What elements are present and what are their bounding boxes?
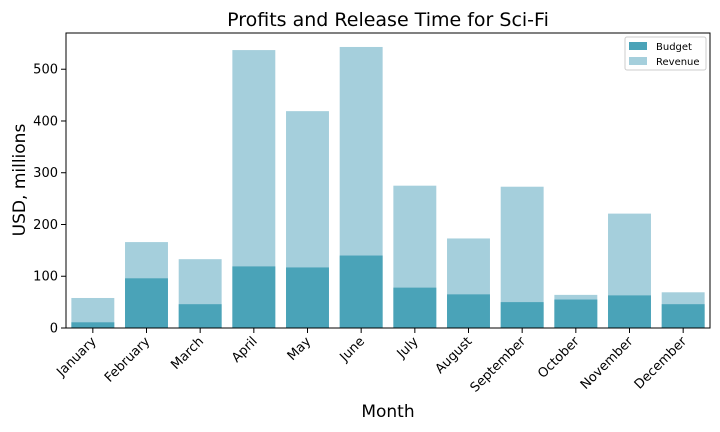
y-tick-label: 0 xyxy=(50,322,58,337)
x-tick-label: January xyxy=(53,334,99,380)
chart-title: Profits and Release Time for Sci-Fi xyxy=(227,9,549,31)
x-tick-label: April xyxy=(229,334,261,366)
y-tick-label: 100 xyxy=(33,270,58,285)
budget-bar-june xyxy=(339,255,383,328)
x-axis: January February March April May June July Augu… xyxy=(53,328,690,396)
x-tick-label: October xyxy=(535,334,583,382)
x-axis-label: Month xyxy=(361,402,414,422)
y-axis-label: USD, millions xyxy=(10,124,30,237)
legend: Budget Revenue xyxy=(624,36,707,71)
legend-label-revenue: Revenue xyxy=(656,57,700,68)
budget-bar-november xyxy=(608,295,651,328)
x-tick-label: March xyxy=(168,334,207,373)
budget-bar-may xyxy=(286,267,329,328)
budget-bar-february xyxy=(125,278,168,328)
x-tick-label: November xyxy=(578,334,637,393)
budget-bar-september xyxy=(500,302,544,328)
budget-bar-january xyxy=(71,322,115,328)
budget-bar-october xyxy=(554,299,598,328)
x-tick-label: June xyxy=(337,334,368,365)
legend-swatch-budget xyxy=(629,42,647,50)
budget-bar-august xyxy=(447,294,490,328)
budget-bar-april xyxy=(232,266,276,328)
y-tick-label: 200 xyxy=(33,218,58,233)
y-tick-label: 300 xyxy=(33,166,58,181)
x-tick-label: May xyxy=(285,334,315,364)
y-tick-label: 500 xyxy=(33,63,58,78)
x-tick-label: July xyxy=(394,334,422,362)
x-tick-label: September xyxy=(468,334,530,396)
plot-frame xyxy=(65,32,711,329)
x-tick-label: December xyxy=(632,334,691,393)
x-tick-label: August xyxy=(433,334,476,377)
x-tick-label: February xyxy=(102,334,154,386)
y-axis: 0 100 200 300 400 500 xyxy=(33,63,66,337)
y-tick-label: 400 xyxy=(33,114,58,129)
legend-label-budget: Budget xyxy=(656,42,692,53)
budget-bar-march xyxy=(178,304,222,328)
legend-swatch-revenue xyxy=(629,57,647,65)
budget-bar-december xyxy=(661,304,705,328)
budget-bar-july xyxy=(393,287,437,328)
budget-bars xyxy=(71,255,705,328)
